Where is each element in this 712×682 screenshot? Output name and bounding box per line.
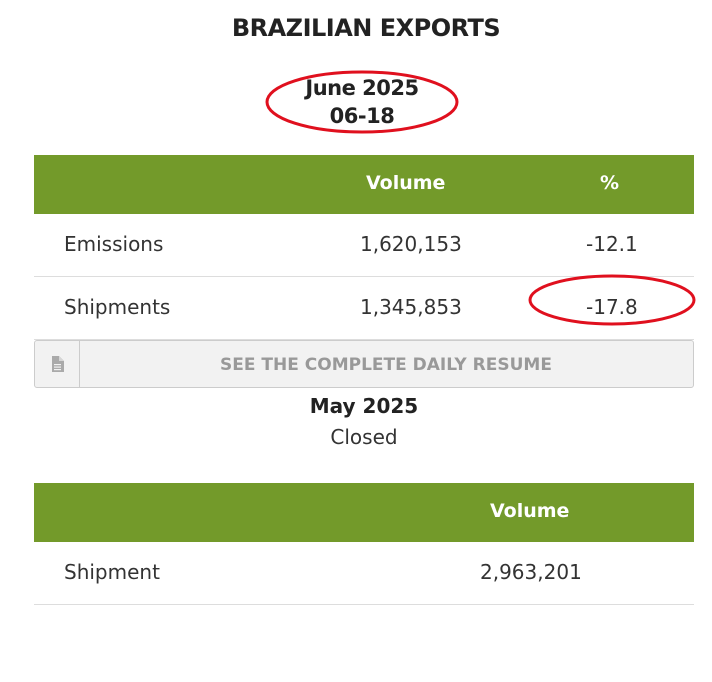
resume-icon-box — [35, 341, 80, 387]
header-volume: Volume — [490, 500, 570, 522]
row-volume: 1,620,153 — [360, 232, 462, 256]
previous-table-header: Volume — [34, 483, 694, 542]
row-percent: -12.1 — [586, 232, 638, 256]
row-volume: 2,963,201 — [480, 560, 582, 584]
row-label: Emissions — [64, 232, 164, 256]
resume-button-label: SEE THE COMPLETE DAILY RESUME — [220, 355, 552, 375]
row-percent: -17.8 — [586, 295, 638, 319]
page-title: BRAZILIAN EXPORTS — [231, 14, 501, 42]
row-label: Shipments — [64, 295, 171, 319]
header-percent: % — [600, 172, 620, 194]
current-day: 06-18 — [329, 104, 395, 128]
current-month: June 2025 — [305, 76, 419, 100]
document-icon — [52, 356, 64, 372]
table-row: Emissions 1,620,153 -12.1 — [34, 214, 694, 277]
row-volume: 1,345,853 — [360, 295, 462, 319]
annotation-ellipse — [528, 274, 696, 326]
previous-status: Closed — [330, 425, 398, 449]
daily-resume-button[interactable]: SEE THE COMPLETE DAILY RESUME — [34, 340, 694, 388]
annotation-ellipse — [265, 70, 459, 134]
current-date-block: June 2025 06-18 — [264, 70, 460, 134]
previous-month: May 2025 — [309, 394, 419, 418]
row-label: Shipment — [64, 560, 160, 584]
header-volume: Volume — [366, 172, 446, 194]
current-table-header: Volume % — [34, 155, 694, 214]
table-row: Shipments 1,345,853 -17.8 — [34, 274, 696, 340]
table-row: Shipment 2,963,201 — [34, 542, 694, 605]
